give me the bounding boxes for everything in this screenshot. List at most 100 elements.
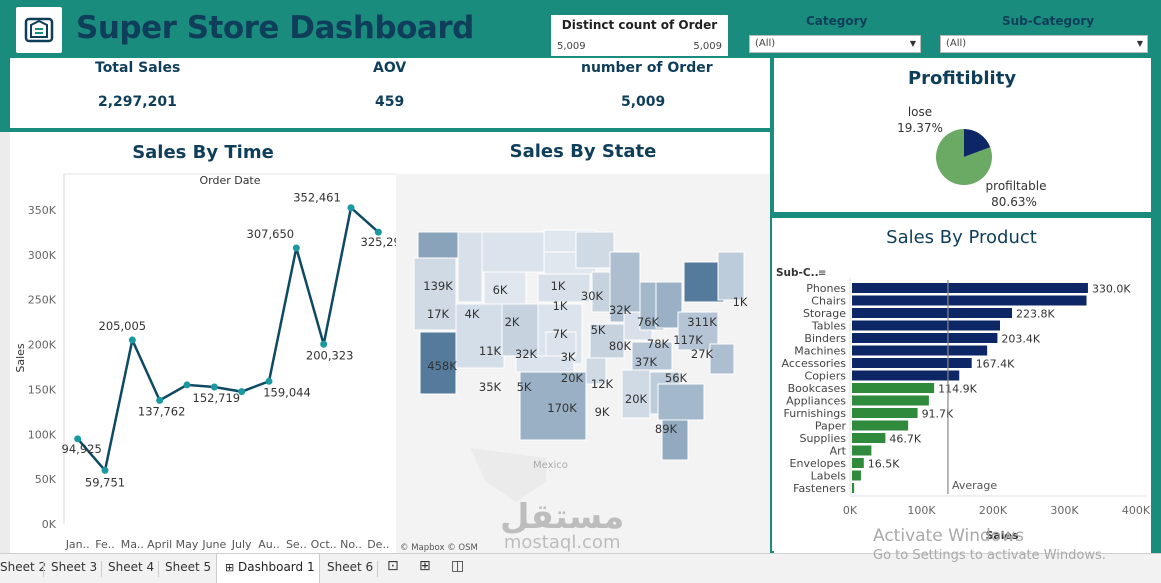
bar-category-label: Labels	[811, 470, 847, 483]
page-title: Super Store Dashboard	[76, 10, 474, 46]
bar-category-label: Tables	[811, 320, 846, 333]
new-dashboard-icon[interactable]: ⊞	[419, 558, 431, 574]
bar-data-label: 16.5K	[868, 458, 900, 471]
bar-category-label: Appliances	[786, 395, 846, 408]
kpi-orders-value: 5,009	[621, 94, 666, 110]
bar	[852, 320, 1001, 331]
active-tab-bg	[216, 554, 320, 583]
pie-label-name: profiltable	[986, 179, 1047, 193]
x-tick-label: July	[231, 538, 252, 551]
tab-sheet-4[interactable]: Sheet 4	[108, 560, 155, 574]
state-sales-label: 80K	[609, 339, 632, 353]
state-sales-label: 9K	[595, 405, 610, 419]
state-shape	[585, 357, 607, 385]
state-sales-label: 32K	[609, 303, 632, 317]
tab-sheet-2[interactable]: Sheet 2	[0, 560, 47, 574]
data-label: 200,323	[306, 348, 354, 362]
state-sales-label: 3K	[561, 350, 576, 364]
kpi-total-sales-value: 2,297,201	[98, 94, 177, 110]
state-sales-label: 32K	[515, 347, 538, 361]
tab-sheet-5[interactable]: Sheet 5	[165, 560, 212, 574]
state-shape	[709, 343, 735, 375]
sales-line	[76, 205, 380, 474]
left-scrollbar[interactable]	[0, 132, 10, 553]
state-shape	[419, 331, 457, 395]
data-label: 205,005	[99, 319, 147, 333]
bar	[852, 445, 872, 456]
state-sales-label: 35K	[479, 380, 502, 394]
profitability-pie[interactable]: lose 19.37% profiltable 80.63%	[776, 62, 1148, 212]
dashboard-icon: ⊞	[225, 561, 235, 574]
state-sales-label: 30K	[581, 289, 604, 303]
category-filter-select[interactable]: (All) ▼	[749, 35, 921, 53]
data-point	[320, 340, 328, 348]
bar	[852, 395, 929, 406]
state-sales-label: 27K	[691, 347, 714, 361]
tab-sheet-3[interactable]: Sheet 3	[51, 560, 98, 574]
kpi-orders-label: number of Order	[581, 60, 713, 76]
watermark-arabic: مستقل	[500, 497, 625, 537]
sort-icon: ≡	[818, 268, 826, 279]
activate-windows-notice: Activate Windows Go to Settings to activ…	[873, 526, 1106, 563]
subcategory-filter-select[interactable]: (All) ▼	[940, 35, 1148, 53]
state-sales-label: 20K	[625, 392, 648, 406]
state-sales-label: 78K	[647, 337, 670, 351]
sheet-tab-bar: Sheet 2 Sheet 3 Sheet 4 Sheet 5 ⊞ Dashbo…	[0, 553, 1161, 583]
state-sales-label: 11K	[479, 344, 502, 358]
new-story-icon[interactable]: ◫	[451, 558, 465, 574]
tab-dashboard-1[interactable]: ⊞ Dashboard 1	[225, 560, 315, 574]
data-label: 152,719	[193, 391, 241, 405]
bar	[852, 295, 1087, 306]
y-tick-label: 300K	[28, 249, 57, 262]
data-point	[128, 336, 136, 344]
state-sales-label: 458K	[427, 359, 457, 373]
x-tick-label: De..	[367, 538, 389, 551]
bar-data-label: 91.7K	[922, 408, 954, 421]
distinct-order-max: 5,009	[693, 41, 722, 52]
data-label: 159,044	[263, 385, 311, 399]
sales-by-time-chart[interactable]: Order Date Sales 0K 50K 100K 150K 200K 250K 300K…	[10, 132, 396, 553]
distinct-order-min: 5,009	[557, 41, 586, 52]
tab-separator	[158, 561, 159, 577]
pie-label-name: lose	[908, 105, 932, 119]
tab-sheet-6[interactable]: Sheet 6	[327, 560, 374, 574]
state-shape	[537, 273, 591, 303]
kpi-aov-label: AOV	[373, 60, 407, 76]
x-tick-label: 0K	[843, 504, 858, 517]
y-tick-label: 0K	[42, 518, 57, 531]
bar-data-label: 203.4K	[1001, 333, 1040, 346]
data-point	[374, 228, 382, 236]
dashboard-header: Super Store Dashboard Distinct count of …	[0, 0, 1161, 58]
bar	[852, 383, 935, 393]
map-country-label: Mexico	[533, 460, 568, 471]
bar	[852, 420, 909, 431]
data-point	[156, 396, 164, 404]
x-tick-label: April	[147, 538, 172, 551]
activate-title: Activate Windows	[873, 526, 1024, 546]
distinct-order-filter[interactable]: Distinct count of Order 5,009 5,009	[551, 15, 728, 56]
kpi-divider	[10, 128, 770, 132]
state-sales-label: 170K	[547, 401, 577, 415]
pie-slice-profiltable	[936, 129, 992, 185]
bar-category-label: Envelopes	[790, 457, 847, 470]
subcategory-filter-label: Sub-Category	[1002, 14, 1095, 28]
chevron-down-icon: ▼	[909, 39, 916, 48]
bar	[852, 483, 855, 493]
bar-category-label: Accessories	[782, 357, 847, 370]
kpi-total-sales-label: Total Sales	[95, 60, 181, 76]
x-tick-label: Se..	[286, 538, 307, 551]
y-tick-label: 200K	[28, 339, 57, 352]
y-tick-label: 50K	[35, 473, 57, 486]
mexico-land	[470, 448, 546, 502]
average-label: Average	[952, 479, 997, 492]
bar	[852, 433, 886, 443]
data-label: 94,925	[62, 442, 102, 456]
profitability-title: Profitiblity	[907, 68, 1017, 89]
x-axis-title: Sales	[985, 529, 1019, 542]
new-worksheet-icon[interactable]: ⊡	[387, 558, 399, 574]
bar-category-label: Paper	[815, 420, 847, 433]
bar-category-label: Copiers	[805, 370, 847, 383]
tab-separator	[377, 561, 378, 577]
